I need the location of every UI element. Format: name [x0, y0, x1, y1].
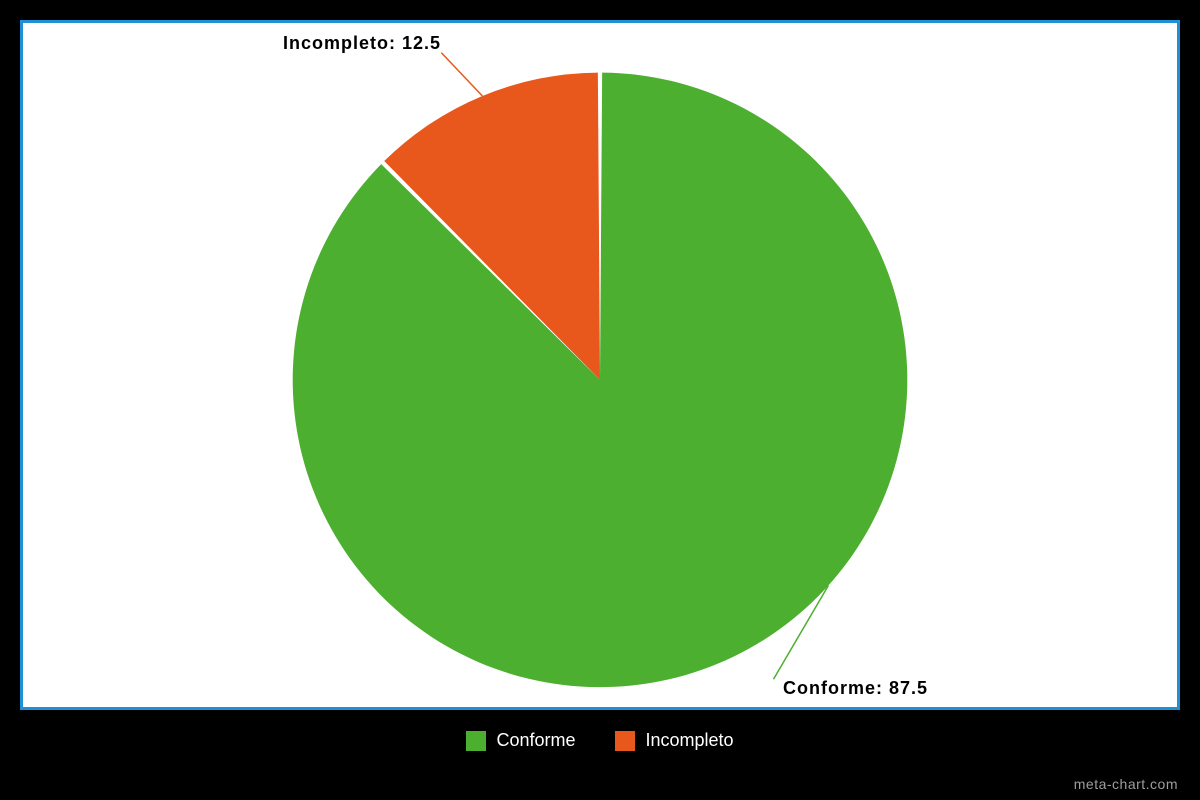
- leader-line-incompleto: [441, 53, 482, 96]
- legend-label-conforme: Conforme: [496, 730, 575, 751]
- legend: Conforme Incompleto: [0, 730, 1200, 751]
- legend-label-incompleto: Incompleto: [645, 730, 733, 751]
- legend-swatch-incompleto: [615, 731, 635, 751]
- watermark: meta-chart.com: [1074, 776, 1178, 792]
- pie-chart-svg: [23, 23, 1177, 707]
- slice-label-incompleto: Incompleto: 12.5: [283, 33, 441, 54]
- slice-label-conforme: Conforme: 87.5: [783, 678, 928, 699]
- legend-swatch-conforme: [466, 731, 486, 751]
- pie-slice-conforme: [293, 73, 908, 688]
- chart-frame: Conforme: 87.5 Incompleto: 12.5: [20, 20, 1180, 710]
- legend-item-conforme: Conforme: [466, 730, 575, 751]
- legend-item-incompleto: Incompleto: [615, 730, 733, 751]
